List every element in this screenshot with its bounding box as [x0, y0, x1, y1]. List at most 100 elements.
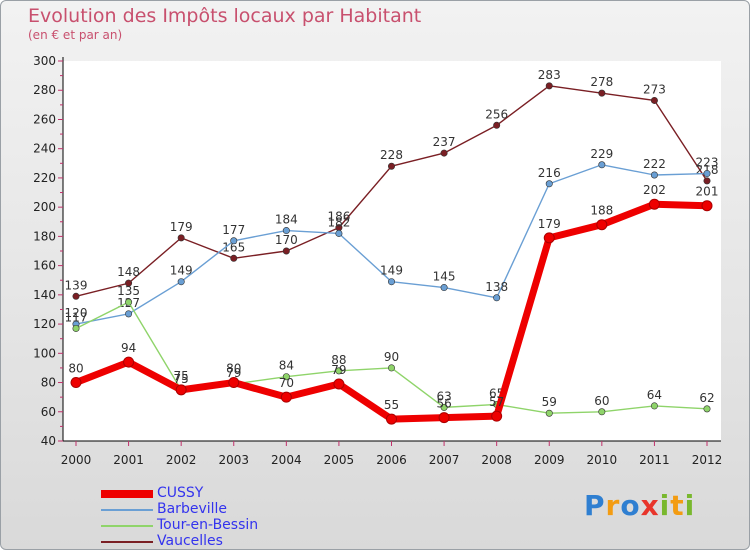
legend-item: Tour-en-Bessin	[101, 518, 301, 534]
data-label: 170	[275, 233, 298, 247]
data-point	[70, 377, 82, 389]
data-label: 62	[699, 391, 714, 405]
data-label: 177	[222, 223, 245, 237]
data-label: 138	[485, 280, 508, 294]
data-point	[440, 284, 448, 292]
legend-swatch	[101, 541, 153, 543]
x-tick-label: 2000	[61, 453, 92, 467]
data-point	[282, 247, 290, 255]
data-point	[493, 294, 501, 302]
data-point	[438, 412, 450, 424]
data-point	[386, 413, 397, 425]
legend-label: Tour-en-Bessin	[157, 517, 259, 533]
data-label: 179	[170, 220, 193, 234]
legend-item: Vaucelles	[101, 533, 301, 549]
data-label: 229	[590, 147, 613, 161]
data-label: 201	[696, 185, 719, 199]
x-tick-label: 2009	[534, 453, 565, 467]
data-point	[335, 229, 343, 237]
data-label: 70	[279, 376, 294, 390]
chart-subtitle: (en € et par an)	[28, 28, 123, 42]
data-point	[650, 171, 658, 179]
data-label: 179	[538, 217, 561, 231]
data-point	[596, 219, 608, 231]
data-label: 75	[174, 369, 189, 383]
x-tick-label: 2010	[587, 453, 618, 467]
y-tick-label: 100	[33, 346, 56, 360]
y-tick-label: 200	[33, 200, 56, 214]
data-point	[228, 377, 240, 389]
data-point	[545, 409, 553, 417]
legend-item: CUSSY	[101, 486, 301, 502]
data-label: 228	[380, 148, 403, 162]
data-point	[598, 89, 606, 97]
data-point	[440, 403, 448, 411]
data-point	[177, 278, 185, 286]
legend-label: Barbeville	[157, 501, 228, 517]
data-label: 222	[643, 157, 666, 171]
data-point	[703, 405, 711, 413]
data-point	[545, 180, 553, 188]
data-point	[545, 82, 553, 90]
data-point	[650, 402, 658, 410]
y-tick-label: 180	[33, 229, 56, 243]
legend-swatch	[101, 509, 153, 511]
data-label: 75	[174, 372, 189, 386]
data-point	[701, 200, 713, 212]
series-cussy: 80 94 75 80 70 79 55 56 57 179 188 202 201	[68, 183, 719, 425]
data-point	[598, 161, 606, 169]
data-point	[333, 378, 345, 390]
x-tick-label: 2006	[376, 453, 407, 467]
data-point	[125, 310, 133, 318]
data-label: 202	[643, 183, 666, 197]
x-tick-label: 2004	[271, 453, 302, 467]
x-tick-label: 2001	[113, 453, 144, 467]
data-label: 145	[433, 270, 456, 284]
data-point	[598, 408, 606, 416]
data-label: 186	[327, 210, 350, 224]
y-tick-label: 40	[41, 434, 56, 448]
data-point	[280, 391, 292, 403]
logo-letter: r	[605, 489, 621, 522]
data-label: 188	[590, 204, 613, 218]
legend-label: CUSSY	[157, 485, 204, 501]
data-point	[175, 384, 187, 396]
legend-label: Vaucelles	[157, 533, 223, 549]
x-tick-label: 2008	[481, 453, 512, 467]
data-point	[493, 121, 501, 129]
x-tick-label: 2005	[324, 453, 355, 467]
legend-swatch	[101, 525, 153, 527]
data-label: 90	[384, 350, 399, 364]
y-tick-label: 80	[41, 376, 56, 390]
data-point	[703, 170, 711, 178]
data-label: 149	[380, 264, 403, 278]
y-tick-label: 140	[33, 288, 56, 302]
data-label: 223	[696, 156, 719, 170]
data-label: 184	[275, 213, 298, 227]
y-tick-label: 60	[41, 405, 56, 419]
data-point	[387, 364, 395, 372]
y-tick-label: 120	[33, 317, 56, 331]
x-tick-label: 2002	[166, 453, 197, 467]
data-point	[125, 298, 133, 306]
proxiti-logo: Proxiti	[584, 489, 695, 522]
data-point	[491, 410, 503, 422]
data-point	[387, 162, 395, 170]
data-label: 80	[68, 362, 83, 376]
logo-letter: P	[584, 489, 606, 522]
data-label: 80	[226, 362, 241, 376]
data-point	[282, 373, 290, 381]
data-label: 94	[121, 341, 136, 355]
logo-letter: i	[684, 489, 696, 522]
data-label: 139	[65, 278, 88, 292]
data-point	[72, 324, 80, 332]
x-tick-label: 2007	[429, 453, 460, 467]
data-label: 84	[279, 359, 294, 373]
y-tick-label: 160	[33, 259, 56, 273]
data-label: 79	[331, 363, 346, 377]
data-label: 56	[436, 397, 451, 411]
x-tick-label: 2011	[639, 453, 670, 467]
